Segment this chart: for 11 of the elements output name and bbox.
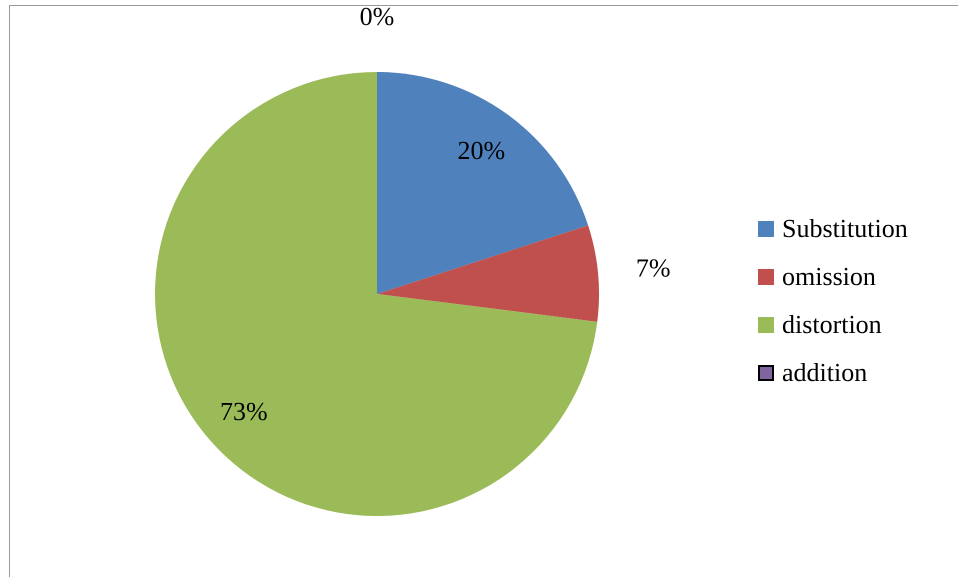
pie-slice: [155, 72, 598, 516]
text: 0%: [360, 2, 394, 31]
legend-label: Substitution: [782, 214, 908, 244]
data-label: 73%: [220, 396, 268, 426]
data-label: 20%: [458, 136, 506, 165]
data-label: 7%: [636, 253, 671, 282]
pie-slice: [377, 225, 599, 322]
legend-label: omission: [782, 262, 876, 292]
pie-slice: [377, 72, 588, 294]
legend-label: addition: [782, 358, 868, 388]
legend-label: distortion: [782, 310, 882, 340]
